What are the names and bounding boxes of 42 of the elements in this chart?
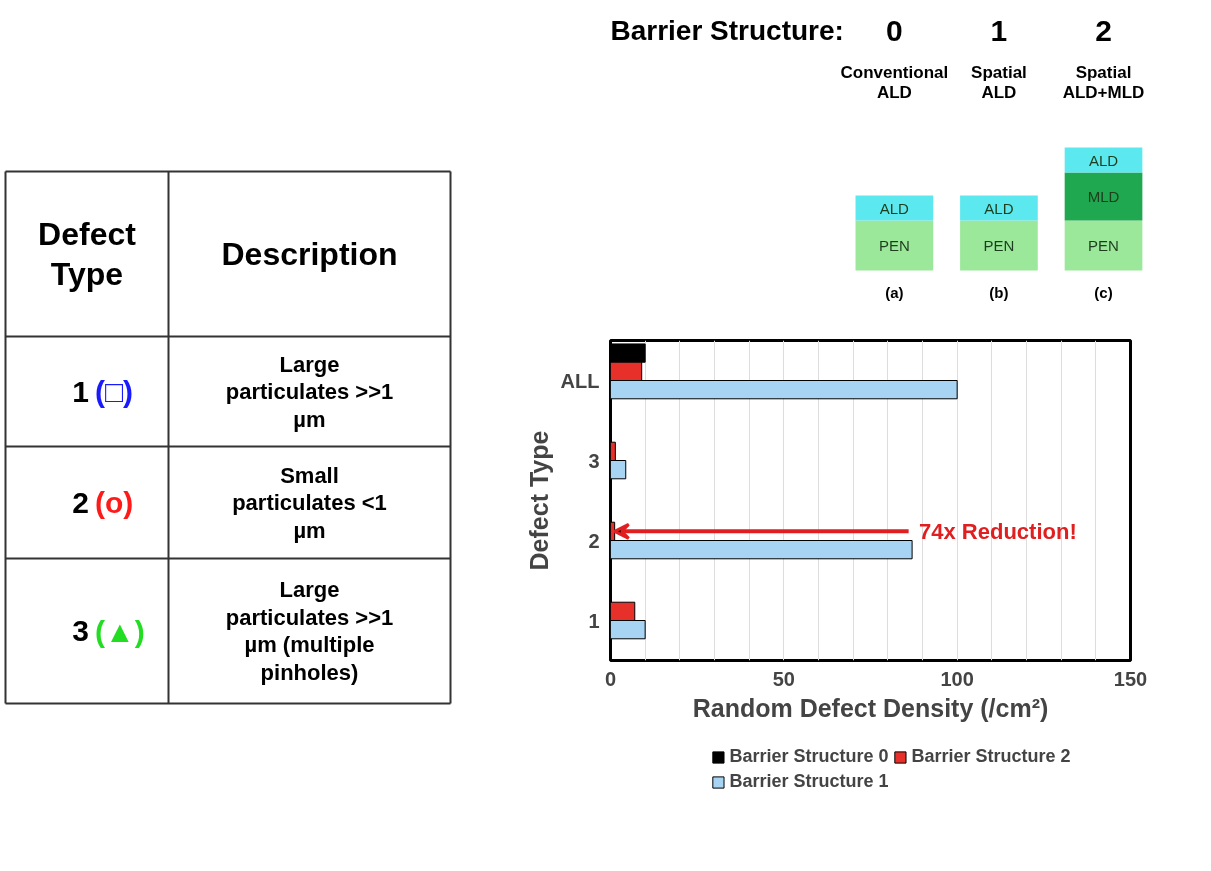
category-label: Description [221, 236, 398, 272]
y-tick-label: ALL [560, 369, 600, 392]
text: Barrier Structure: [610, 15, 844, 46]
annotation: 74x Reduction! [919, 518, 1077, 544]
category-label: Defect Type [38, 216, 137, 292]
text: PEN [983, 237, 1015, 254]
text: Spatial ALD [971, 62, 1027, 103]
y-tick-label: 1 [588, 609, 600, 632]
text: ALD [879, 199, 909, 217]
text: Large particulates >>1 µm [225, 351, 394, 432]
text: (b) [989, 284, 1009, 301]
x-tick-label: 0 [604, 667, 617, 690]
category-label: 1 [72, 374, 89, 408]
legend-label: Barrier Structure 2 [911, 746, 1071, 767]
legend-label: Barrier Structure 0 [729, 746, 889, 767]
text: ALD [984, 199, 1014, 217]
y-tick-label: 3 [588, 449, 600, 472]
legend-label: Barrier Structure 1 [729, 771, 889, 792]
y-tick-label: 2 [588, 529, 600, 552]
text: (a) [885, 284, 904, 301]
category-label: 1 [990, 13, 1008, 47]
text: Spatial ALD+MLD [1062, 62, 1145, 103]
category-label: 2 [1095, 13, 1112, 47]
text: ALD [1088, 151, 1119, 169]
text: Conventional ALD [840, 62, 949, 103]
text: (c) [1094, 284, 1113, 301]
text: (□) [95, 375, 134, 408]
text: Small particulates <1 µm [232, 462, 387, 543]
x-axis-title: Random Defect Density (/cm²) [692, 693, 1049, 722]
text: PEN [1088, 237, 1119, 254]
x-tick-label: 150 [1113, 667, 1148, 690]
x-tick-label: 50 [772, 667, 795, 690]
category-label: 2 [72, 485, 89, 519]
text: MLD [1087, 188, 1120, 205]
text: 3 [72, 614, 89, 647]
text: (o) [95, 486, 134, 519]
x-tick-label: 100 [940, 667, 974, 690]
text: (▲) [95, 614, 145, 648]
category-label: 0 [886, 13, 903, 47]
y-axis-title: Defect Type [524, 430, 553, 571]
text: PEN [878, 237, 910, 254]
text: Large particulates >>1 µm (multiple pinholes) [225, 577, 394, 685]
